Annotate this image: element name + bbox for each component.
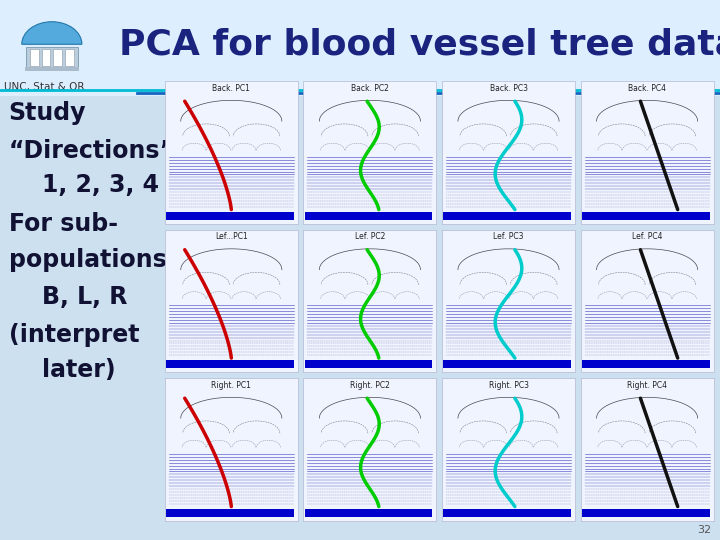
Text: Right. PC2: Right. PC2 bbox=[350, 381, 390, 390]
Text: Right. PC3: Right. PC3 bbox=[488, 381, 528, 390]
Text: For sub-: For sub- bbox=[9, 212, 117, 236]
FancyBboxPatch shape bbox=[42, 49, 50, 66]
FancyBboxPatch shape bbox=[582, 360, 710, 368]
Text: Back. PC1: Back. PC1 bbox=[212, 84, 251, 93]
Text: Right. PC1: Right. PC1 bbox=[212, 381, 251, 390]
FancyBboxPatch shape bbox=[305, 212, 433, 220]
FancyBboxPatch shape bbox=[580, 82, 714, 224]
Text: Lef. PC3: Lef. PC3 bbox=[493, 233, 523, 241]
FancyBboxPatch shape bbox=[165, 379, 298, 521]
FancyBboxPatch shape bbox=[303, 379, 436, 521]
Text: Study: Study bbox=[9, 102, 86, 125]
Text: Lef. PC4: Lef. PC4 bbox=[632, 233, 662, 241]
Text: Right. PC4: Right. PC4 bbox=[627, 381, 667, 390]
FancyBboxPatch shape bbox=[442, 82, 575, 224]
FancyBboxPatch shape bbox=[444, 212, 571, 220]
FancyBboxPatch shape bbox=[442, 230, 575, 373]
FancyBboxPatch shape bbox=[303, 82, 436, 224]
FancyBboxPatch shape bbox=[442, 379, 575, 521]
Text: B, L, R: B, L, R bbox=[9, 285, 127, 309]
FancyBboxPatch shape bbox=[303, 230, 436, 373]
Text: UNC, Stat & OR: UNC, Stat & OR bbox=[4, 83, 84, 92]
Text: populations: populations bbox=[9, 248, 166, 272]
FancyBboxPatch shape bbox=[305, 360, 433, 368]
Text: PCA for blood vessel tree data: PCA for blood vessel tree data bbox=[119, 28, 720, 61]
Text: 1, 2, 3, 4: 1, 2, 3, 4 bbox=[9, 173, 158, 197]
FancyBboxPatch shape bbox=[166, 360, 294, 368]
FancyBboxPatch shape bbox=[580, 379, 714, 521]
FancyBboxPatch shape bbox=[444, 360, 571, 368]
FancyBboxPatch shape bbox=[65, 49, 73, 66]
Wedge shape bbox=[22, 22, 82, 44]
FancyBboxPatch shape bbox=[166, 509, 294, 517]
FancyBboxPatch shape bbox=[26, 47, 78, 68]
Text: Back. PC2: Back. PC2 bbox=[351, 84, 389, 93]
FancyBboxPatch shape bbox=[53, 49, 62, 66]
Text: Lef...PC1: Lef...PC1 bbox=[215, 233, 248, 241]
FancyBboxPatch shape bbox=[165, 82, 298, 224]
FancyBboxPatch shape bbox=[24, 67, 79, 71]
Text: Lef. PC2: Lef. PC2 bbox=[355, 233, 385, 241]
FancyBboxPatch shape bbox=[305, 509, 433, 517]
Text: 32: 32 bbox=[697, 524, 711, 535]
FancyBboxPatch shape bbox=[166, 212, 294, 220]
Text: Back. PC3: Back. PC3 bbox=[490, 84, 528, 93]
FancyBboxPatch shape bbox=[582, 509, 710, 517]
FancyBboxPatch shape bbox=[165, 230, 298, 373]
Text: “Directions”: “Directions” bbox=[9, 139, 176, 163]
Text: (interpret: (interpret bbox=[9, 323, 139, 347]
FancyBboxPatch shape bbox=[582, 212, 710, 220]
FancyBboxPatch shape bbox=[580, 230, 714, 373]
Text: later): later) bbox=[9, 358, 115, 382]
Text: Back. PC4: Back. PC4 bbox=[628, 84, 666, 93]
FancyBboxPatch shape bbox=[444, 509, 571, 517]
FancyBboxPatch shape bbox=[30, 49, 39, 66]
FancyBboxPatch shape bbox=[0, 0, 720, 96]
